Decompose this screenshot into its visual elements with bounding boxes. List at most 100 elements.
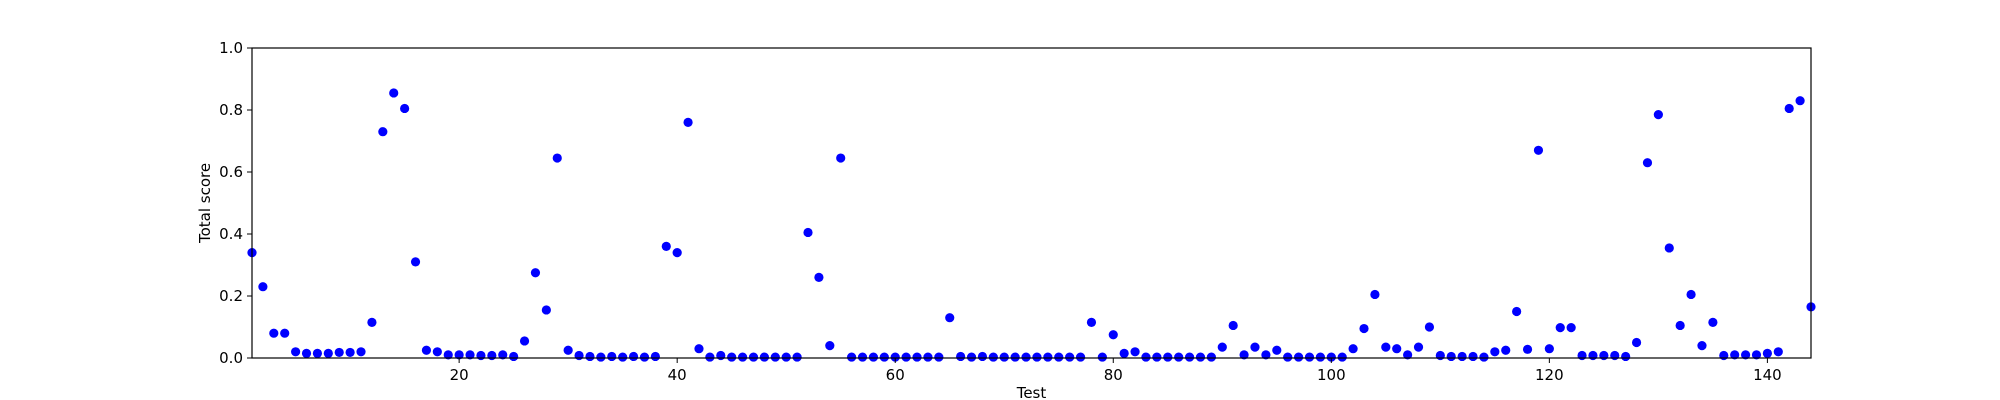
x-tick-label: 80 — [1104, 366, 1123, 384]
y-axis-ticks: 0.0 0.2 0.4 0.6 0.8 1.0 — [219, 39, 252, 367]
data-point — [1730, 350, 1740, 360]
data-point — [639, 352, 650, 362]
data-point — [618, 352, 628, 362]
x-axis-label: Test — [1016, 384, 1047, 400]
y-tick-label: 0.6 — [219, 163, 243, 181]
data-point — [1348, 344, 1358, 354]
data-point — [879, 352, 889, 362]
data-point — [1075, 352, 1086, 362]
data-point — [945, 313, 955, 323]
data-point — [454, 350, 464, 360]
y-axis-label: Total score — [196, 163, 214, 244]
data-point — [999, 352, 1009, 362]
data-point — [1261, 350, 1271, 360]
data-point — [737, 352, 748, 362]
x-tick-label: 140 — [1753, 366, 1782, 384]
data-point — [291, 347, 301, 357]
data-point — [1315, 352, 1326, 362]
data-point — [541, 305, 551, 315]
data-point — [1206, 352, 1216, 362]
data-point — [1326, 352, 1336, 362]
data-point — [1304, 352, 1315, 362]
data-point — [1359, 323, 1369, 334]
data-point — [1621, 351, 1631, 362]
data-point — [1413, 342, 1424, 352]
data-point — [1610, 350, 1620, 361]
data-point — [378, 127, 388, 137]
data-point — [574, 350, 584, 361]
data-point — [421, 345, 432, 355]
data-point — [552, 153, 562, 163]
data-point — [563, 345, 573, 355]
data-point — [868, 352, 879, 362]
data-point — [727, 352, 737, 362]
data-point — [1043, 352, 1053, 362]
data-point — [389, 88, 399, 98]
data-point — [498, 350, 508, 360]
data-point — [1108, 330, 1118, 340]
data-point — [1784, 103, 1794, 114]
data-point — [1522, 344, 1533, 354]
y-tick-label: 0.2 — [219, 287, 243, 305]
data-point — [977, 351, 988, 362]
data-point — [825, 341, 835, 351]
data-point — [1642, 158, 1653, 168]
data-point — [1239, 350, 1249, 360]
data-point — [1250, 342, 1260, 352]
data-point — [1184, 352, 1195, 362]
data-point — [585, 351, 595, 362]
data-points — [247, 88, 1816, 362]
data-point — [280, 328, 290, 338]
data-point — [792, 352, 802, 362]
data-point — [1195, 352, 1206, 362]
x-tick-label: 40 — [668, 366, 687, 384]
data-point — [323, 348, 333, 358]
y-tick-label: 1.0 — [219, 39, 243, 57]
data-point — [705, 352, 715, 362]
data-point — [607, 351, 617, 362]
data-point — [1697, 341, 1707, 351]
data-point — [1174, 352, 1184, 362]
data-point — [890, 352, 900, 362]
x-axis-ticks: 20 40 60 80 100 120 140 — [450, 358, 1782, 384]
data-point — [400, 103, 410, 114]
data-point — [672, 248, 682, 258]
data-point — [356, 347, 366, 357]
data-point — [1566, 323, 1576, 333]
data-point — [759, 352, 770, 362]
data-point — [901, 352, 911, 362]
data-point — [509, 351, 519, 362]
data-point — [269, 328, 279, 338]
data-point — [1130, 347, 1140, 357]
data-point — [1370, 289, 1380, 300]
data-point — [1533, 145, 1544, 155]
data-point — [1599, 350, 1609, 361]
data-point — [1424, 322, 1435, 332]
data-point — [1795, 96, 1805, 106]
data-point — [1468, 351, 1478, 362]
data-point — [1708, 317, 1718, 327]
data-point — [857, 352, 868, 362]
data-point — [1653, 110, 1663, 120]
data-point — [1054, 352, 1064, 362]
data-point — [770, 352, 780, 362]
x-tick-label: 120 — [1535, 366, 1564, 384]
data-point — [1217, 342, 1227, 352]
data-point — [1294, 352, 1304, 362]
data-point — [530, 268, 541, 278]
data-point — [716, 350, 726, 361]
data-point — [258, 282, 268, 292]
data-point — [1675, 320, 1685, 331]
data-point — [661, 241, 671, 251]
x-tick-label: 20 — [450, 366, 469, 384]
data-point — [781, 352, 791, 362]
data-point — [1010, 352, 1020, 362]
data-point — [443, 350, 453, 360]
data-point — [1141, 352, 1151, 362]
x-tick-label: 60 — [886, 366, 905, 384]
data-point — [1435, 350, 1445, 361]
data-point — [966, 352, 977, 362]
data-point — [923, 352, 933, 362]
y-tick-label: 0.0 — [219, 349, 243, 367]
data-point — [1588, 350, 1598, 361]
